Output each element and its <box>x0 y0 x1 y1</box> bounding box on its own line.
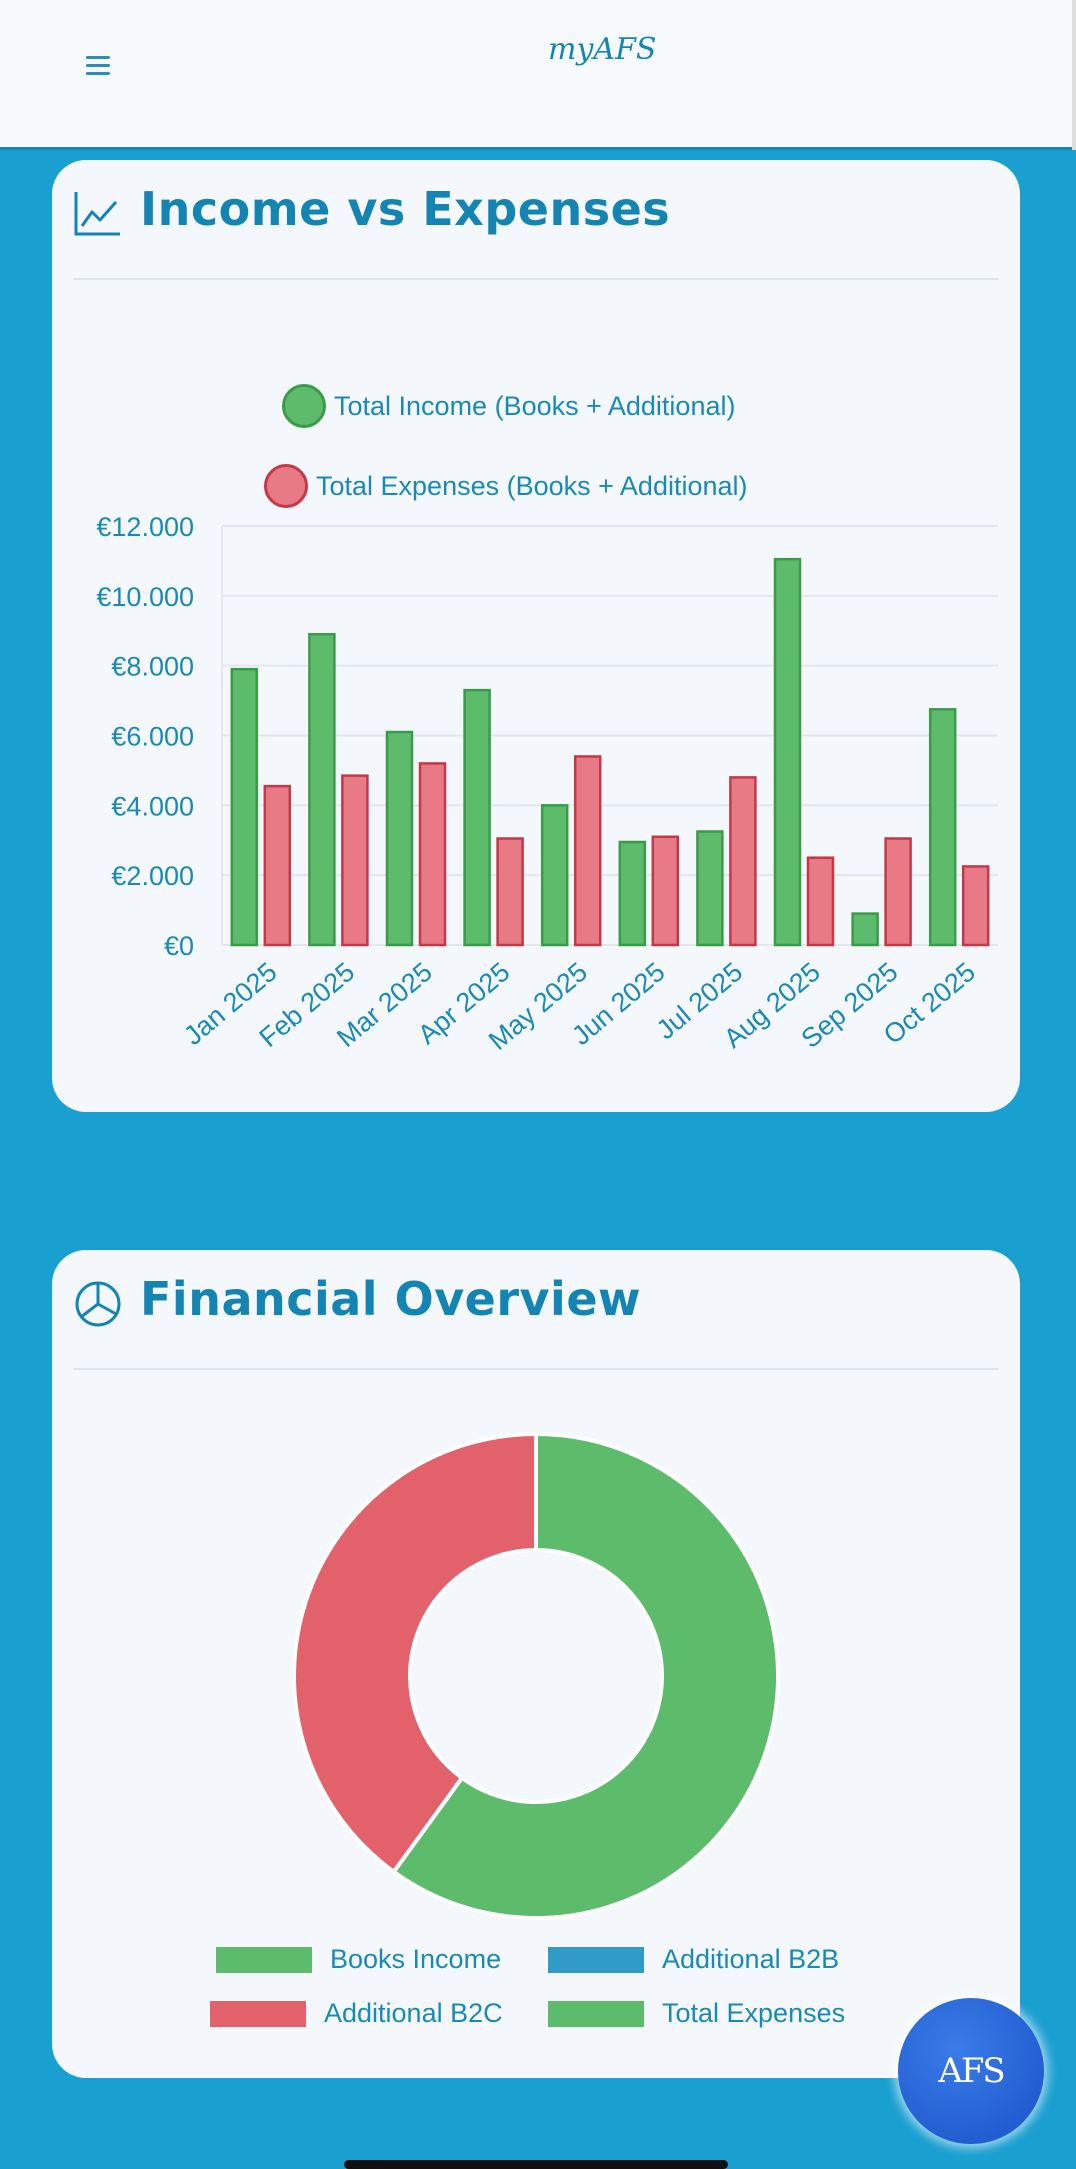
card-title: Financial Overview <box>140 1272 642 1326</box>
legend-label: Additional B2C <box>324 1998 503 2028</box>
card-divider <box>74 1368 998 1370</box>
expense-bar <box>806 856 835 947</box>
top-bar: myAFS <box>0 0 1076 150</box>
card-title: Income vs Expenses <box>140 182 671 236</box>
donut-slice[interactable] <box>292 1431 538 1875</box>
income-bar <box>618 840 647 947</box>
expense-bar <box>263 784 292 947</box>
home-indicator <box>344 2160 728 2169</box>
legend-swatch <box>282 384 326 428</box>
legend-swatch <box>216 1946 312 1973</box>
expense-bar <box>418 762 447 947</box>
income-bar <box>773 557 802 947</box>
card-divider <box>74 278 998 280</box>
y-tick-label: €12.000 <box>96 512 194 542</box>
bar-chart: €0 €2.000 €4.000 €6.000 €8.000 €10.000 €12.000… <box>96 512 998 1056</box>
income-bar <box>540 804 569 947</box>
line-chart-icon <box>74 192 120 236</box>
legend-swatch <box>210 2000 306 2027</box>
app-logo[interactable]: myAFS <box>548 32 656 112</box>
income-bar <box>308 632 336 947</box>
expense-bar <box>729 776 757 947</box>
income-bar <box>385 730 414 947</box>
legend-books-income[interactable]: Books Income <box>216 1944 501 1975</box>
legend-swatch <box>548 1946 644 1973</box>
logo-caps: AFS <box>593 32 657 67</box>
legend-label: Total Expenses (Books + Additional) <box>316 470 748 501</box>
donut-slice[interactable] <box>390 1431 780 1920</box>
legend-label: Total Expenses <box>662 1998 846 2028</box>
legend-expenses[interactable]: Total Expenses (Books + Additional) <box>264 464 748 508</box>
y-tick-label: €10.000 <box>96 582 194 612</box>
legend-label: Total Income (Books + Additional) <box>334 390 736 421</box>
expense-bar <box>651 835 680 947</box>
legend-swatch <box>548 2000 644 2027</box>
income-bar <box>463 688 491 947</box>
income-bar <box>696 830 724 947</box>
expense-bar <box>573 755 602 947</box>
expense-bar <box>884 837 912 947</box>
legend-additional-b2c[interactable]: Additional B2C <box>210 1998 503 2029</box>
donut-chart <box>292 1431 780 1920</box>
income-expenses-card: Income vs Expenses Total Income (Books +… <box>52 160 1020 1112</box>
expense-bar <box>961 865 990 947</box>
scroll-edge <box>1072 0 1076 150</box>
legend-label: Books Income <box>330 1944 502 1974</box>
hamburger-icon[interactable] <box>86 52 118 78</box>
fab-label: AFS <box>938 2051 1005 2091</box>
legend-label: Additional B2B <box>662 1944 840 1974</box>
expense-bar <box>341 774 369 947</box>
expense-bar <box>496 837 524 947</box>
y-tick-label: €0 <box>164 931 194 961</box>
legend-swatch <box>264 464 308 508</box>
financial-overview-card: Financial Overview Books Income Addition… <box>52 1250 1020 2078</box>
income-bar <box>230 667 259 947</box>
y-tick-label: €2.000 <box>111 861 194 891</box>
pie-chart-icon <box>75 1281 121 1327</box>
income-bar <box>851 912 879 947</box>
legend-total-expenses[interactable]: Total Expenses <box>548 1998 845 2029</box>
y-tick-label: €8.000 <box>111 652 194 682</box>
y-tick-label: €4.000 <box>111 791 194 821</box>
income-bar <box>928 708 957 947</box>
y-tick-label: €6.000 <box>111 722 194 752</box>
legend-income[interactable]: Total Income (Books + Additional) <box>282 384 735 428</box>
logo-prefix: my <box>548 32 594 67</box>
assistant-fab[interactable]: AFS <box>898 1998 1044 2144</box>
legend-additional-b2b[interactable]: Additional B2B <box>548 1944 839 1975</box>
